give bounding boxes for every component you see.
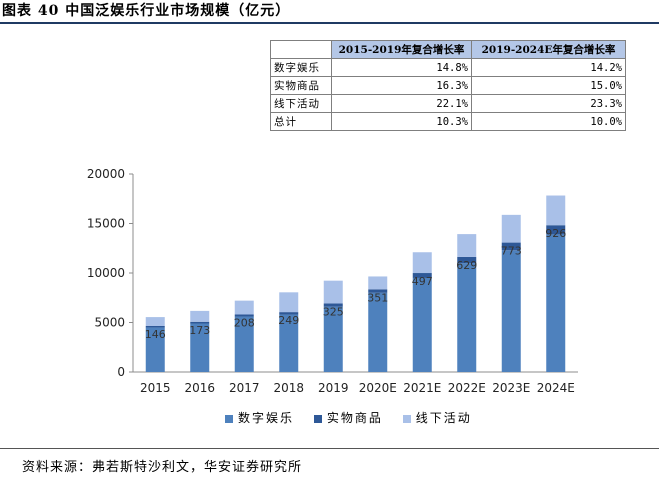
- bar-segment-physical-goods: [145, 326, 165, 328]
- bar-segment-offline-activities: [279, 292, 299, 313]
- bar-segment-digital-entertainment: [368, 292, 388, 372]
- bar-segment-physical-goods: [546, 225, 566, 235]
- x-tick-label: 2021E: [403, 381, 441, 395]
- chart-legend: 数字娱乐 实物商品 线下活动: [225, 409, 486, 426]
- bar-segment-physical-goods: [457, 256, 477, 264]
- bar-segment-offline-activities: [457, 234, 477, 257]
- x-tick-label: 2018: [273, 381, 304, 395]
- bar-segment-digital-entertainment: [501, 250, 521, 372]
- table-row: 总计 10.3% 10.0%: [270, 112, 626, 131]
- bar-segment-offline-activities: [368, 276, 388, 290]
- bar-segment-digital-entertainment: [234, 316, 254, 372]
- x-tick-label: 2017: [229, 381, 260, 395]
- bar-segment-offline-activities: [190, 310, 210, 322]
- bar-segment-digital-entertainment: [546, 234, 566, 372]
- y-tick-label: 15000: [87, 217, 125, 231]
- bottom-rule: [0, 448, 659, 449]
- bar-segment-physical-goods: [412, 273, 432, 278]
- data-label: 146: [145, 328, 166, 341]
- legend-swatch: [402, 414, 411, 423]
- table-row: 数字娱乐 14.8% 14.2%: [270, 58, 626, 77]
- bar-segment-offline-activities: [501, 214, 521, 243]
- bar-segment-digital-entertainment: [145, 327, 165, 372]
- bar-segment-digital-entertainment: [279, 314, 299, 372]
- stacked-bar-chart: 0 5000 10000 15000 20000 146 2015 173 2016 208 201…: [87, 167, 578, 395]
- legend-swatch: [313, 414, 322, 423]
- data-label: 773: [501, 245, 522, 258]
- legend-item-digital-entertainment: 数字娱乐: [225, 409, 294, 426]
- x-tick-label: 2024E: [537, 381, 575, 395]
- bar-segment-offline-activities: [323, 280, 343, 304]
- bar-segment-physical-goods: [279, 312, 299, 315]
- bar-segment-offline-activities: [145, 317, 165, 327]
- bar-segment-physical-goods: [234, 314, 254, 317]
- data-label: 173: [189, 324, 210, 337]
- cagr-header-2019-2024: 2019-2024E年复合增长率: [471, 40, 626, 59]
- legend-swatch: [225, 414, 233, 423]
- y-tick-label: 5000: [94, 316, 125, 330]
- x-tick-label: 2023E: [492, 381, 530, 395]
- cagr-row-label: 总计: [270, 112, 332, 131]
- x-tick-label: 2019: [318, 381, 349, 395]
- figure-title: 图表 40 中国泛娱乐行业市场规模（亿元）: [2, 3, 291, 19]
- table-row: 线下活动 22.1% 23.3%: [270, 94, 626, 113]
- legend-label: 数字娱乐: [238, 411, 295, 425]
- cagr-header-row: 2015-2019年复合增长率 2019-2024E年复合增长率: [270, 40, 626, 59]
- bar-segment-digital-entertainment: [412, 277, 432, 372]
- cagr-value: 22.1%: [331, 94, 472, 113]
- data-label: 926: [545, 227, 566, 240]
- bar-segment-digital-entertainment: [323, 306, 343, 372]
- source-note: 资料来源：弗若斯特沙利文，华安证券研究所: [22, 460, 303, 475]
- bar-segment-physical-goods: [323, 303, 343, 307]
- bar-segment-offline-activities: [546, 195, 566, 226]
- bar-segment-offline-activities: [412, 252, 432, 274]
- x-tick-label: 2022E: [448, 381, 486, 395]
- cagr-value: 10.0%: [471, 112, 626, 131]
- bar-segment-physical-goods: [501, 242, 521, 251]
- y-tick-label: 0: [117, 365, 125, 379]
- data-label: 629: [456, 259, 477, 272]
- data-label: 325: [323, 305, 344, 318]
- y-tick-label: 10000: [87, 266, 125, 280]
- bar-segment-digital-entertainment: [190, 323, 210, 372]
- data-label: 249: [278, 314, 299, 327]
- cagr-value: 10.3%: [331, 112, 472, 131]
- bar-segment-digital-entertainment: [457, 263, 477, 372]
- title-rule: [0, 22, 659, 24]
- bar-segment-physical-goods: [368, 289, 388, 293]
- x-tick-label: 2016: [184, 381, 215, 395]
- x-tick-label: 2020E: [359, 381, 397, 395]
- legend-label: 实物商品: [326, 411, 383, 425]
- cagr-row-label: 实物商品: [270, 76, 332, 95]
- y-tick-label: 20000: [87, 167, 125, 181]
- legend-label: 线下活动: [415, 411, 472, 425]
- bar-segment-offline-activities: [234, 300, 254, 315]
- legend-item-offline-activities: 线下活动: [402, 409, 472, 426]
- x-tick-label: 2015: [140, 381, 171, 395]
- data-label: 497: [412, 275, 433, 288]
- cagr-table: 2015-2019年复合增长率 2019-2024E年复合增长率 数字娱乐 14…: [270, 40, 626, 131]
- cagr-header-2015-2019: 2015-2019年复合增长率: [331, 40, 472, 59]
- data-label: 351: [367, 291, 388, 304]
- data-label: 208: [234, 317, 255, 330]
- bar-segment-physical-goods: [190, 321, 210, 324]
- legend-item-physical-goods: 实物商品: [313, 409, 383, 426]
